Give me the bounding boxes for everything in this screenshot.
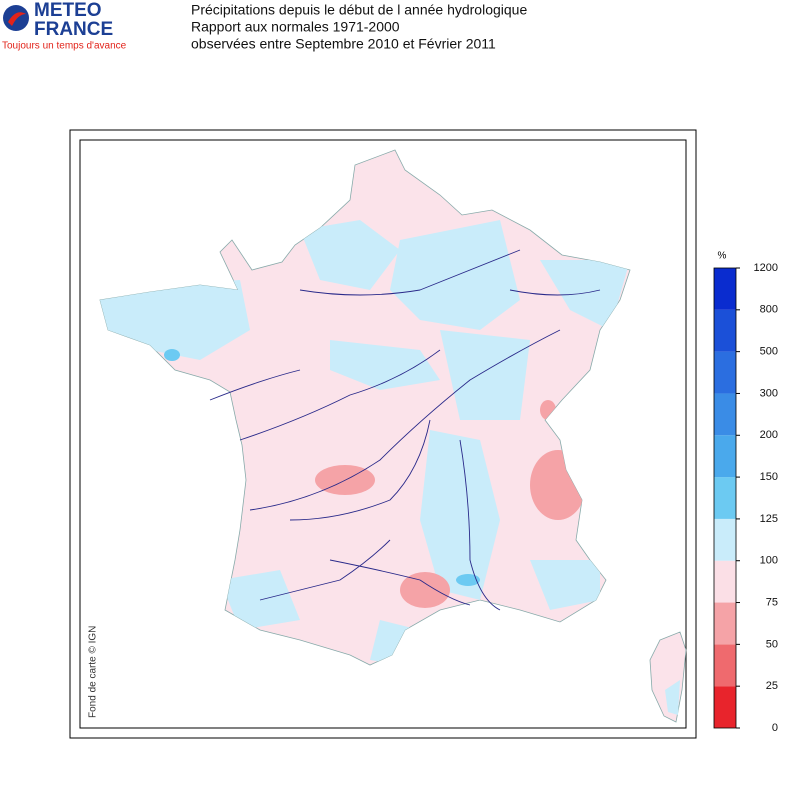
title: Rapport aux normales 1971-2000 — [191, 19, 400, 35]
legend-tick-label: 200 — [760, 429, 778, 441]
logo-swoosh — [8, 12, 26, 26]
legend-tick-label: 150 — [760, 471, 778, 483]
legend-swatch — [714, 393, 736, 436]
title: Précipitations depuis le début de l anné… — [191, 2, 527, 18]
legend-tick-label: 125 — [760, 513, 778, 525]
legend-swatch — [714, 268, 736, 310]
legend-swatch — [714, 602, 736, 645]
logo-text: FRANCE — [34, 19, 113, 40]
logo: METEO FRANCE Toujours un temps d'avance — [2, 0, 127, 52]
legend-tick-label: 300 — [760, 387, 778, 399]
legend-swatch — [714, 644, 736, 687]
logo-text: METEO — [34, 0, 102, 21]
title: observées entre Septembre 2010 et Févrie… — [191, 36, 496, 52]
legend-tick-label: 75 — [766, 596, 778, 608]
legend-swatch — [714, 560, 736, 603]
legend-swatch — [714, 309, 736, 352]
legend-tick-label: 100 — [760, 555, 778, 567]
map-frame — [69, 129, 697, 739]
legend-swatch — [714, 477, 736, 519]
legend-border — [713, 267, 737, 729]
legend-unit: % — [718, 251, 727, 262]
legend-swatch — [714, 686, 736, 728]
rivers — [209, 249, 601, 611]
legend-swatch — [714, 351, 736, 394]
legend-tick-label: 800 — [760, 304, 778, 316]
legend-swatch — [714, 435, 736, 478]
legend-tick-label: 1200 — [754, 262, 778, 274]
legend-tick-label: 25 — [766, 680, 778, 692]
logo-tagline: Toujours un temps d'avance — [2, 41, 127, 52]
legend-tick-label: 50 — [766, 638, 778, 650]
legend-tick-label: 500 — [760, 346, 778, 358]
credit: Fond de carte © IGN — [88, 626, 99, 718]
precip-zones — [100, 220, 630, 665]
corsica-zone — [665, 680, 680, 715]
legend-tick-label: 0 — [772, 722, 778, 734]
legend: % 0 25 50 75 100 125 150 200 300 500 800 1200 — [713, 251, 778, 734]
france-map — [99, 149, 687, 723]
legend-swatch — [714, 518, 736, 561]
